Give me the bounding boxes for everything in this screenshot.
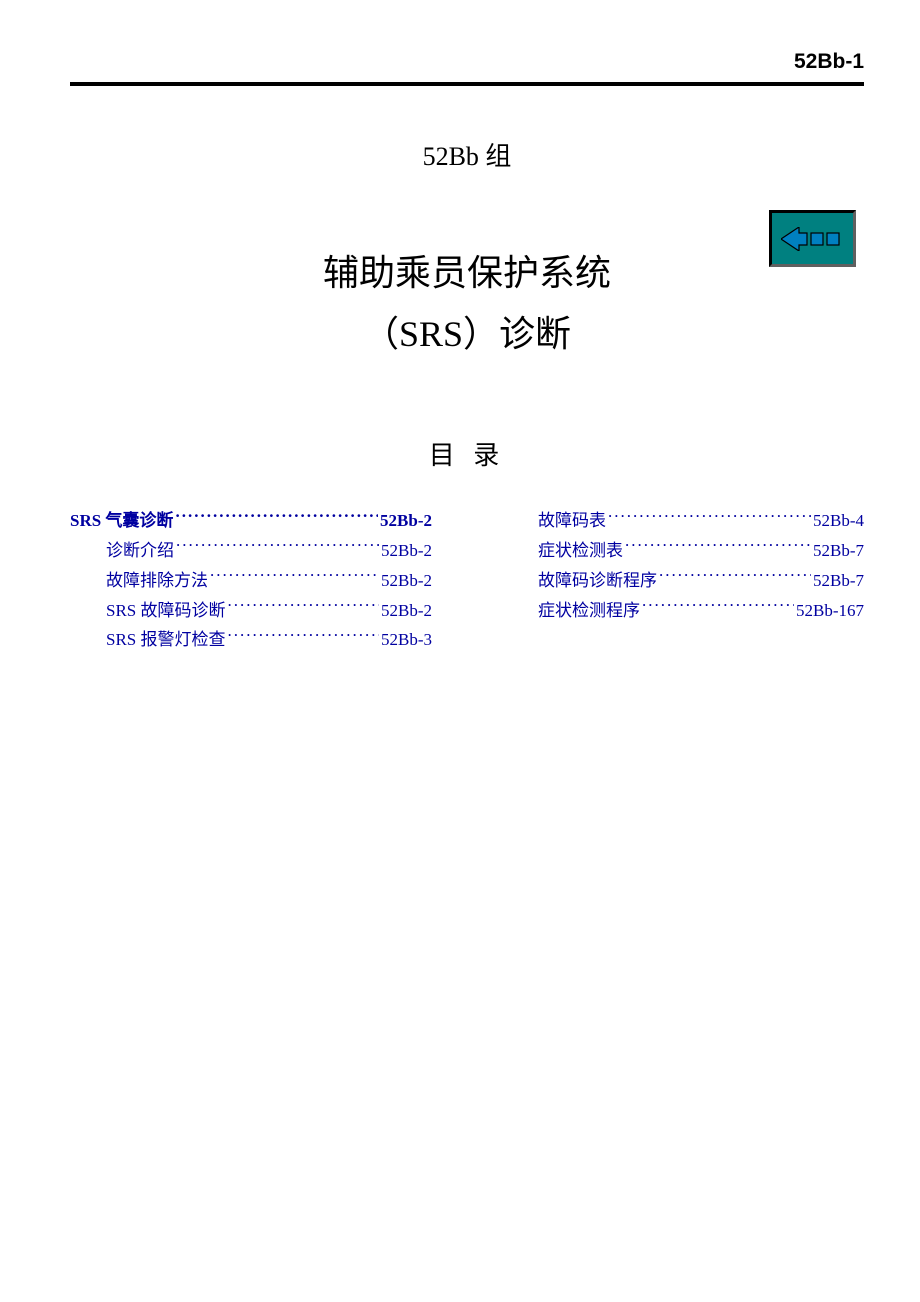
toc-leader-dots — [210, 569, 379, 586]
back-button[interactable] — [769, 210, 856, 267]
main-title-line1: 辅助乘员保护系统 — [70, 243, 864, 304]
toc-entry-label: 故障排除方法 — [106, 566, 208, 596]
main-title-line2: （SRS）诊断 — [70, 304, 864, 365]
toc-entry-page: 52Bb-2 — [381, 536, 432, 566]
toc-heading: 目 录 — [70, 435, 864, 472]
toc-leader-dots — [175, 509, 378, 526]
toc-entry[interactable]: 故障排除方法 52Bb-2 — [70, 566, 432, 596]
toc-entry-label: 症状检测程序 — [538, 596, 640, 626]
toc-entry-label: 诊断介绍 — [106, 536, 174, 566]
toc-entry-label: SRS 故障码诊断 — [106, 596, 226, 626]
toc-entry-page: 52Bb-7 — [813, 566, 864, 596]
toc-leader-dots — [659, 569, 811, 586]
toc-entry-page: 52Bb-7 — [813, 536, 864, 566]
toc-entry-page: 52Bb-167 — [796, 596, 864, 626]
toc-entry[interactable]: SRS 气囊诊断 52Bb-2 — [70, 506, 432, 536]
toc-leader-dots — [625, 539, 811, 556]
page-number: 52Bb-1 — [70, 50, 864, 74]
toc-entry-page: 52Bb-2 — [381, 596, 432, 626]
toc-entry-page: 52Bb-2 — [381, 566, 432, 596]
toc-leader-dots — [228, 599, 380, 616]
main-title: 辅助乘员保护系统 （SRS）诊断 — [70, 243, 864, 365]
toc-column-right: 故障码表52Bb-4症状检测表52Bb-7故障码诊断程序52Bb-7症状检测程序… — [502, 506, 864, 655]
toc-entry[interactable]: SRS 报警灯检查 52Bb-3 — [70, 625, 432, 655]
toc-entry[interactable]: 症状检测程序 52Bb-167 — [502, 596, 864, 626]
toc-column-left: SRS 气囊诊断52Bb-2诊断介绍52Bb-2故障排除方法52Bb-2SRS … — [70, 506, 432, 655]
toc-leader-dots — [642, 599, 794, 616]
header-rule — [70, 82, 864, 86]
toc-leader-dots — [608, 509, 811, 526]
back-arrow-icon — [781, 227, 845, 251]
toc-entry[interactable]: 故障码诊断程序 52Bb-7 — [502, 566, 864, 596]
toc-entry[interactable]: 诊断介绍 52Bb-2 — [70, 536, 432, 566]
toc-entry[interactable]: 故障码表 52Bb-4 — [502, 506, 864, 536]
toc-entry-label: SRS 报警灯检查 — [106, 625, 226, 655]
toc-entry[interactable]: SRS 故障码诊断 52Bb-2 — [70, 596, 432, 626]
toc-entry-label: 故障码表 — [538, 506, 606, 536]
toc-leader-dots — [228, 628, 380, 645]
toc-entry-label: SRS 气囊诊断 — [70, 506, 173, 536]
toc-entry-page: 52Bb-4 — [813, 506, 864, 536]
toc-leader-dots — [176, 539, 379, 556]
toc-entry-label: 故障码诊断程序 — [538, 566, 657, 596]
toc-entry-label: 症状检测表 — [538, 536, 623, 566]
toc-entry[interactable]: 症状检测表 52Bb-7 — [502, 536, 864, 566]
group-line: 52Bb 组 — [70, 136, 864, 173]
toc-entry-page: 52Bb-3 — [381, 625, 432, 655]
toc-columns: SRS 气囊诊断52Bb-2诊断介绍52Bb-2故障排除方法52Bb-2SRS … — [70, 506, 864, 655]
toc-entry-page: 52Bb-2 — [380, 506, 432, 536]
